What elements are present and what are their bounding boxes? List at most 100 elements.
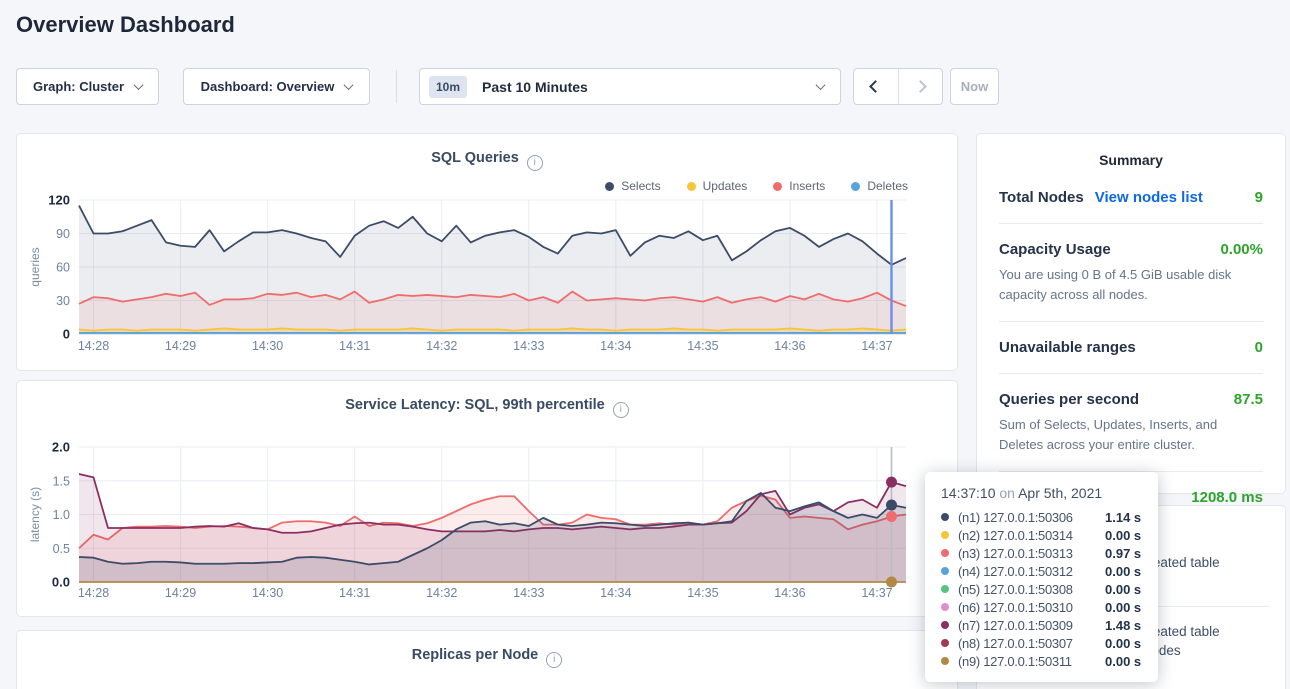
svg-text:14:32: 14:32 xyxy=(426,586,457,600)
tooltip-timestamp: 14:37:10 on Apr 5th, 2021 xyxy=(941,485,1142,501)
time-nav-group xyxy=(853,68,943,105)
chart-title: Replicas per Nodei xyxy=(17,631,957,668)
node-address: (n7) 127.0.0.1:50309 xyxy=(958,618,1105,633)
svg-text:120: 120 xyxy=(48,193,70,208)
svg-text:latency (s): latency (s) xyxy=(28,487,42,542)
sql-queries-panel: SQL Queriesi SelectsUpdatesInsertsDelete… xyxy=(16,133,958,371)
node-address: (n6) 127.0.0.1:50310 xyxy=(958,600,1105,615)
tooltip-row: (n6) 127.0.0.1:503100.00 s xyxy=(941,598,1142,616)
svg-text:14:30: 14:30 xyxy=(252,339,283,353)
node-address: (n2) 127.0.0.1:50314 xyxy=(958,528,1105,543)
svg-text:0.5: 0.5 xyxy=(53,542,70,556)
node-latency-value: 1.14 s xyxy=(1105,510,1141,525)
node-color-dot xyxy=(941,513,949,521)
tooltip-row: (n9) 127.0.0.1:503110.00 s xyxy=(941,652,1142,670)
svg-text:14:35: 14:35 xyxy=(687,586,718,600)
hover-dot xyxy=(886,577,897,588)
time-prev-button[interactable] xyxy=(854,69,898,104)
hover-dot xyxy=(886,500,897,511)
node-color-dot xyxy=(941,549,949,557)
time-range-badge: 10m xyxy=(429,76,467,98)
time-range-dropdown[interactable]: 10m Past 10 Minutes xyxy=(419,68,841,105)
p99-latency-value: 1208.0 ms xyxy=(1191,489,1263,506)
node-address: (n3) 127.0.0.1:50313 xyxy=(958,546,1105,561)
tooltip-row: (n1) 127.0.0.1:503061.14 s xyxy=(941,508,1142,526)
svg-text:14:28: 14:28 xyxy=(78,339,109,353)
capacity-usage-desc: You are using 0 B of 4.5 GiB usable disk… xyxy=(999,265,1263,304)
dashboard-dropdown[interactable]: Dashboard: Overview xyxy=(183,68,370,105)
svg-text:14:31: 14:31 xyxy=(339,339,370,353)
node-address: (n1) 127.0.0.1:50306 xyxy=(958,510,1105,525)
svg-text:1.0: 1.0 xyxy=(53,508,70,522)
page-title: Overview Dashboard xyxy=(16,12,235,38)
service-latency-chart[interactable]: 0.00.51.01.52.014:2814:2914:3014:3114:32… xyxy=(17,381,959,616)
tooltip-row: (n2) 127.0.0.1:503140.00 s xyxy=(941,526,1142,544)
node-color-dot xyxy=(941,603,949,611)
now-button[interactable]: Now xyxy=(950,68,999,105)
svg-text:14:34: 14:34 xyxy=(600,339,631,353)
svg-text:queries: queries xyxy=(28,247,42,286)
svg-text:1.5: 1.5 xyxy=(53,474,70,488)
node-latency-value: 0.00 s xyxy=(1105,600,1141,615)
summary-panel: Summary Total Nodes View nodes list 9 Ca… xyxy=(976,133,1286,494)
node-latency-value: 0.00 s xyxy=(1105,654,1141,669)
svg-text:14:33: 14:33 xyxy=(513,586,544,600)
node-address: (n4) 127.0.0.1:50312 xyxy=(958,564,1105,579)
svg-text:60: 60 xyxy=(56,261,70,275)
node-latency-value: 1.48 s xyxy=(1105,618,1141,633)
total-nodes-value: 9 xyxy=(1255,189,1263,206)
node-latency-value: 0.00 s xyxy=(1105,564,1141,579)
dashboard-dropdown-label: Dashboard: Overview xyxy=(201,79,335,94)
time-next-button[interactable] xyxy=(898,69,942,104)
svg-text:14:28: 14:28 xyxy=(78,586,109,600)
unavailable-ranges-value: 0 xyxy=(1255,339,1263,356)
overview-dashboard-page: Overview Dashboard Graph: Cluster Dashbo… xyxy=(0,0,1290,689)
node-latency-value: 0.00 s xyxy=(1105,636,1141,651)
summary-title: Summary xyxy=(999,134,1263,172)
svg-text:14:29: 14:29 xyxy=(165,586,196,600)
summary-row-unavailable-ranges: Unavailable ranges 0 xyxy=(999,321,1263,373)
info-icon[interactable]: i xyxy=(546,652,562,668)
replicas-per-node-panel: Replicas per Nodei xyxy=(16,630,958,689)
graph-dropdown[interactable]: Graph: Cluster xyxy=(16,68,159,105)
time-range-label: Past 10 Minutes xyxy=(482,79,588,95)
sql-queries-chart[interactable]: 0 30 60 90 120 14:28 14:29 14:30 14:31 14:32 14:33… xyxy=(17,134,959,370)
summary-row-total-nodes: Total Nodes View nodes list 9 xyxy=(999,172,1263,223)
svg-text:14:37: 14:37 xyxy=(861,586,892,600)
node-address: (n5) 127.0.0.1:50308 xyxy=(958,582,1105,597)
node-address: (n9) 127.0.0.1:50311 xyxy=(958,654,1105,669)
chevron-down-icon xyxy=(816,80,826,90)
node-color-dot xyxy=(941,657,949,665)
summary-row-qps: Queries per second 87.5 Sum of Selects, … xyxy=(999,373,1263,471)
qps-value: 87.5 xyxy=(1234,391,1263,408)
svg-text:2.0: 2.0 xyxy=(52,440,70,455)
qps-desc: Sum of Selects, Updates, Inserts, and De… xyxy=(999,415,1263,454)
controls-divider xyxy=(396,70,397,103)
hover-dot xyxy=(886,511,897,522)
tooltip-rows: (n1) 127.0.0.1:503061.14 s(n2) 127.0.0.1… xyxy=(941,508,1142,670)
node-color-dot xyxy=(941,639,949,647)
svg-text:90: 90 xyxy=(56,227,70,241)
svg-text:14:34: 14:34 xyxy=(600,586,631,600)
svg-text:30: 30 xyxy=(56,294,70,308)
svg-text:14:35: 14:35 xyxy=(687,339,718,353)
node-color-dot xyxy=(941,531,949,539)
svg-text:14:30: 14:30 xyxy=(252,586,283,600)
tooltip-row: (n3) 127.0.0.1:503130.97 s xyxy=(941,544,1142,562)
view-nodes-list-link[interactable]: View nodes list xyxy=(1095,189,1203,206)
latency-tooltip: 14:37:10 on Apr 5th, 2021 (n1) 127.0.0.1… xyxy=(925,472,1158,682)
svg-text:14:32: 14:32 xyxy=(426,339,457,353)
chevron-down-icon xyxy=(134,80,144,90)
chevron-left-icon xyxy=(870,80,883,93)
svg-text:14:37: 14:37 xyxy=(861,339,892,353)
svg-text:14:33: 14:33 xyxy=(513,339,544,353)
svg-text:14:29: 14:29 xyxy=(165,339,196,353)
tooltip-row: (n7) 127.0.0.1:503091.48 s xyxy=(941,616,1142,634)
node-address: (n8) 127.0.0.1:50307 xyxy=(958,636,1105,651)
svg-text:0: 0 xyxy=(63,327,70,342)
tooltip-row: (n5) 127.0.0.1:503080.00 s xyxy=(941,580,1142,598)
svg-text:14:36: 14:36 xyxy=(774,586,805,600)
node-latency-value: 0.97 s xyxy=(1105,546,1141,561)
capacity-usage-value: 0.00% xyxy=(1220,241,1263,258)
node-color-dot xyxy=(941,567,949,575)
